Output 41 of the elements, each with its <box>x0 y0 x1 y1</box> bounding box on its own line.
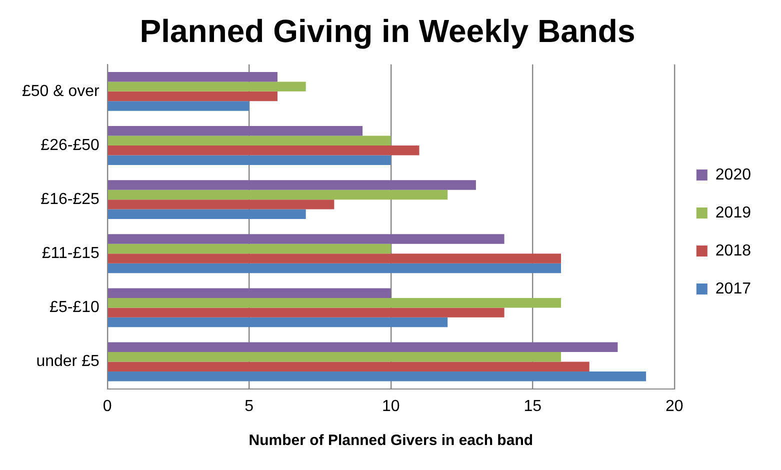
x-tick-label: 15 <box>524 398 542 415</box>
x-tick-label: 5 <box>244 398 254 415</box>
legend-label: 2017 <box>715 280 752 298</box>
bar <box>108 136 391 146</box>
bar <box>108 180 476 190</box>
bar <box>108 254 561 264</box>
bar <box>108 372 646 382</box>
bar <box>108 352 561 362</box>
bar <box>108 234 504 244</box>
bar <box>108 190 448 200</box>
bar <box>108 244 391 254</box>
bar <box>108 288 391 298</box>
bar <box>108 91 278 102</box>
bar <box>108 72 278 82</box>
y-tick-label: £5-£10 <box>50 299 100 316</box>
bar <box>108 362 590 372</box>
bar <box>108 308 504 318</box>
bar <box>108 146 420 156</box>
bar <box>108 263 561 274</box>
bar <box>108 200 334 210</box>
chart-title: Planned Giving in Weekly Bands <box>140 13 636 50</box>
y-tick-label: under £5 <box>36 353 100 370</box>
y-tick-label: £16-£25 <box>40 190 100 208</box>
bar <box>108 155 391 165</box>
bar <box>108 101 250 111</box>
y-tick-label: £26-£50 <box>40 136 100 154</box>
x-tick-label: 0 <box>102 398 112 415</box>
bar <box>108 298 561 308</box>
legend-label: 2020 <box>715 166 752 184</box>
bar <box>108 342 618 352</box>
bar <box>108 82 306 92</box>
legend-label: 2018 <box>715 242 752 260</box>
legend-label: 2019 <box>715 204 752 222</box>
bar <box>108 126 363 136</box>
x-axis-title: Number of Planned Givers in each band <box>248 432 534 450</box>
y-tick-label: £11-£15 <box>42 245 100 262</box>
y-tick-label: £50 & over <box>22 82 100 100</box>
x-tick-label: 20 <box>666 398 684 415</box>
x-tick-label: 10 <box>382 398 400 415</box>
bar <box>108 317 448 328</box>
bar <box>108 209 306 220</box>
